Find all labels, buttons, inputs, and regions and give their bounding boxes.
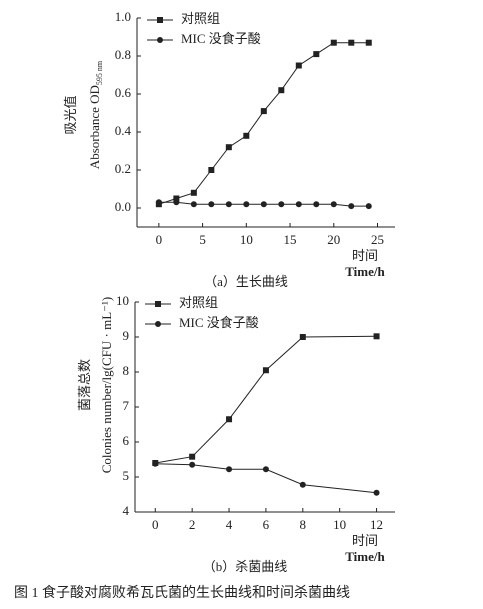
x-tick-label: 20 — [327, 232, 340, 247]
x-tick-label: 10 — [240, 232, 253, 247]
series-line — [155, 463, 377, 494]
legend-label: MIC 没食子酸 — [181, 31, 261, 46]
y-axis-label-sub: 595 nm — [95, 60, 104, 85]
y-axis-label-main: Colonies number/lg(CFU · mL⁻¹) — [99, 297, 114, 474]
legend-marker — [155, 301, 161, 307]
marker — [260, 201, 267, 208]
marker — [313, 51, 320, 58]
y-tick-label: 4 — [123, 503, 130, 518]
marker — [299, 334, 306, 340]
y-axis-label: Absorbance OD595 nm — [87, 60, 104, 169]
marker — [330, 201, 337, 208]
marker — [260, 108, 267, 115]
marker — [225, 201, 232, 208]
y-tick-label: 0.8 — [115, 47, 131, 62]
y-tick-label: 6 — [123, 433, 130, 448]
y-axis-label: Colonies number/lg(CFU · mL⁻¹) — [99, 297, 114, 474]
x-tick-label: 0 — [152, 517, 159, 532]
x-tick-label: 2 — [189, 517, 196, 532]
marker — [295, 62, 302, 69]
marker — [299, 481, 306, 488]
marker — [348, 203, 355, 210]
marker — [262, 367, 269, 374]
y-axis-label-cn: 吸光值 — [63, 95, 78, 134]
legend-marker — [155, 321, 161, 327]
marker — [295, 201, 302, 208]
marker — [190, 201, 197, 208]
x-axis-label-cn: 时间 — [352, 533, 378, 548]
marker — [226, 466, 233, 473]
y-tick-label: 9 — [123, 328, 130, 343]
y-tick-label: 0.2 — [115, 161, 131, 176]
series-line — [155, 335, 377, 464]
marker — [152, 460, 159, 467]
marker — [365, 39, 372, 46]
x-tick-label: 4 — [226, 517, 233, 532]
y-axis-label-main: Absorbance OD — [87, 85, 102, 169]
marker — [225, 144, 232, 151]
marker — [348, 39, 355, 46]
marker — [155, 199, 162, 206]
x-tick-label: 25 — [371, 232, 384, 247]
marker — [330, 39, 337, 46]
y-tick-label: 0.4 — [115, 123, 132, 138]
y-axis-label-cn: 菌落总数 — [77, 359, 92, 411]
marker — [189, 453, 196, 460]
marker — [208, 167, 215, 173]
marker — [243, 201, 250, 208]
y-tick-label: 5 — [123, 468, 130, 483]
marker — [208, 201, 215, 208]
marker — [226, 416, 233, 423]
marker — [278, 201, 285, 208]
marker — [173, 199, 180, 206]
y-tick-label: 8 — [123, 363, 130, 378]
series-line — [158, 42, 369, 205]
marker — [173, 195, 180, 202]
y-tick-label: 1.0 — [115, 9, 131, 24]
marker — [262, 466, 269, 473]
legend-label: 对照组 — [181, 11, 220, 26]
y-tick-label: 0.0 — [115, 199, 131, 214]
x-axis-label-cn: 时间 — [352, 248, 378, 263]
x-axis-label: Time/h — [345, 549, 385, 564]
chart-title: （b）杀菌曲线 — [203, 559, 288, 574]
y-tick-label: 0.6 — [115, 85, 132, 100]
x-tick-label: 0 — [156, 232, 163, 247]
legend-marker — [157, 17, 163, 23]
figure-caption: 图 1 食子酸对腐败希瓦氏菌的生长曲线和时间杀菌曲线 — [14, 584, 350, 601]
x-tick-label: 5 — [199, 232, 206, 247]
marker — [190, 189, 197, 196]
marker — [243, 132, 250, 139]
y-tick-label: 10 — [116, 293, 129, 308]
marker — [365, 203, 372, 210]
legend-marker — [157, 37, 163, 43]
x-tick-label: 8 — [300, 517, 307, 532]
legend-label: MIC 没食子酸 — [179, 315, 259, 330]
x-tick-label: 10 — [333, 517, 346, 532]
x-axis-label: Time/h — [345, 264, 385, 279]
x-tick-label: 15 — [284, 232, 297, 247]
legend-label: 对照组 — [179, 295, 218, 310]
marker — [189, 461, 196, 468]
y-tick-label: 7 — [123, 398, 130, 413]
marker — [373, 489, 380, 496]
marker — [313, 201, 320, 208]
marker — [373, 333, 380, 340]
chart-title: （a）生长曲线 — [204, 274, 288, 289]
x-tick-label: 12 — [370, 517, 383, 532]
marker — [278, 87, 285, 94]
x-tick-label: 6 — [263, 517, 270, 532]
